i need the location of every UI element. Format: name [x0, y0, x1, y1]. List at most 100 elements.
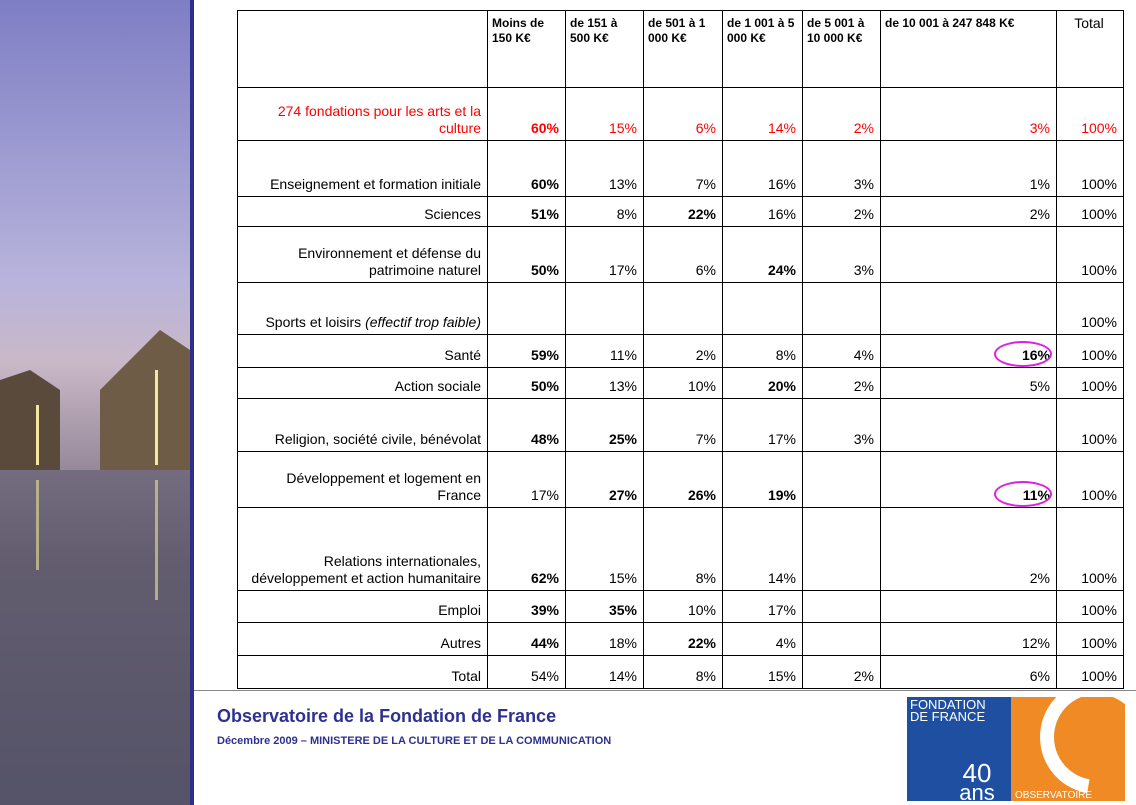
cell: 8% — [565, 196, 644, 227]
row-label: Enseignement et formation initiale — [237, 140, 488, 197]
logo-number: 40 — [963, 758, 992, 788]
cell: 17% — [565, 226, 644, 283]
label-text: Emploi — [438, 602, 481, 618]
header-row: Moins de 150 K€ de 151 à 500 K€ de 501 à 1… — [237, 10, 1124, 88]
header-cell: de 5 001 à 10 000 K€ — [802, 10, 881, 88]
logo: FONDATION DE FRANCE 40 ans OBSERVATOIRE — [907, 697, 1125, 801]
cell: 13% — [565, 140, 644, 197]
cell: 14% — [722, 87, 803, 141]
cell: 17% — [722, 398, 803, 452]
label-text: 274 fondations pour les arts et la cultu… — [277, 103, 481, 136]
cell — [880, 590, 1057, 623]
row-label: Relations internationales, développement… — [237, 507, 488, 591]
cell: 22% — [643, 622, 723, 656]
row: Religion, société civile, bénévolat 48% 25… — [237, 398, 1124, 452]
cell: 44% — [487, 622, 566, 656]
row: Développement et logement en France 17% 27… — [237, 451, 1124, 508]
row: Santé 59% 11% 2% 8% 4% 16% 100% — [237, 334, 1124, 368]
cell: 60% — [487, 140, 566, 197]
label-note: (effectif trop faible) — [365, 314, 481, 330]
cell: 3% — [802, 398, 881, 452]
cell: 100% — [1056, 590, 1124, 623]
cell — [880, 282, 1057, 335]
cell — [565, 282, 644, 335]
cell: 3% — [802, 226, 881, 283]
row-label: Autres — [237, 622, 488, 656]
row-label: Développement et logement en France — [237, 451, 488, 508]
cell: 60% — [487, 87, 566, 141]
cell: 2% — [880, 507, 1057, 591]
cell: 35% — [565, 590, 644, 623]
cell: 50% — [487, 226, 566, 283]
cell: 20% — [722, 367, 803, 399]
cell: 100% — [1056, 226, 1124, 283]
cell: 4% — [722, 622, 803, 656]
cell: 5% — [880, 367, 1057, 399]
highlight-circle — [994, 481, 1052, 507]
row-label: Santé — [237, 334, 488, 368]
cell: 19% — [722, 451, 803, 508]
cell: 2% — [802, 87, 881, 141]
cell: 8% — [643, 655, 723, 689]
row-label: Environnement et défense du patrimoine n… — [237, 226, 488, 283]
cell — [802, 451, 881, 508]
cell: 8% — [643, 507, 723, 591]
header-cell: de 10 001 à 247 848 K€ — [880, 10, 1057, 88]
cell: 8% — [722, 334, 803, 368]
cell: 6% — [643, 87, 723, 141]
row: Sciences 51% 8% 22% 16% 2% 2% 100% — [237, 196, 1124, 227]
cell: 48% — [487, 398, 566, 452]
cell: 11% — [565, 334, 644, 368]
cell: 25% — [565, 398, 644, 452]
side-bar — [190, 0, 194, 805]
cell: 2% — [802, 655, 881, 689]
footer-subtitle: Décembre 2009 – MINISTERE DE LA CULTURE … — [217, 735, 612, 747]
cell: 3% — [880, 87, 1057, 141]
cell: 15% — [722, 655, 803, 689]
cell: 2% — [880, 196, 1057, 227]
cell: 100% — [1056, 451, 1124, 508]
cell: 12% — [880, 622, 1057, 656]
cell: 14% — [722, 507, 803, 591]
table: Moins de 150 K€ de 151 à 500 K€ de 501 à 1… — [237, 10, 1124, 689]
cell: 22% — [643, 196, 723, 227]
cell: 100% — [1056, 334, 1124, 368]
cell: 4% — [802, 334, 881, 368]
row: 274 fondations pour les arts et la cultu… — [237, 87, 1124, 141]
row: Relations internationales, développement… — [237, 507, 1124, 591]
row: Enseignement et formation initiale 60% 13%… — [237, 140, 1124, 197]
logo-name: FONDATION DE FRANCE — [910, 699, 986, 724]
row-label: Emploi — [237, 590, 488, 623]
cell: 2% — [643, 334, 723, 368]
row-label: Sports et loisirs (effectif trop faible) — [237, 282, 488, 335]
header-cell: Moins de 150 K€ — [487, 10, 566, 88]
cell: 18% — [565, 622, 644, 656]
label-text: Religion, société civile, bénévolat — [274, 431, 481, 447]
label-text: Action sociale — [394, 378, 481, 394]
separator — [194, 690, 1136, 691]
row: Autres 44% 18% 22% 4% 12% 100% — [237, 622, 1124, 656]
cell: 6% — [643, 226, 723, 283]
label-text: Autres — [440, 635, 481, 651]
cell: 17% — [487, 451, 566, 508]
cell: 100% — [1056, 507, 1124, 591]
cell: 59% — [487, 334, 566, 368]
cell: 62% — [487, 507, 566, 591]
cell — [722, 282, 803, 335]
cell: 16% — [722, 196, 803, 227]
cell — [643, 282, 723, 335]
footer-title: Observatoire de la Fondation de France — [217, 706, 557, 726]
cell — [487, 282, 566, 335]
cell: 7% — [643, 140, 723, 197]
row-label: Total — [237, 655, 488, 689]
cell: 50% — [487, 367, 566, 399]
cell: 100% — [1056, 398, 1124, 452]
cell — [802, 590, 881, 623]
cell: 54% — [487, 655, 566, 689]
cell: 3% — [802, 140, 881, 197]
label-text: Environnement et défense du patrimoine n… — [298, 245, 481, 278]
cell: 16% — [880, 334, 1057, 368]
highlight-circle — [994, 341, 1052, 367]
cell — [802, 622, 881, 656]
